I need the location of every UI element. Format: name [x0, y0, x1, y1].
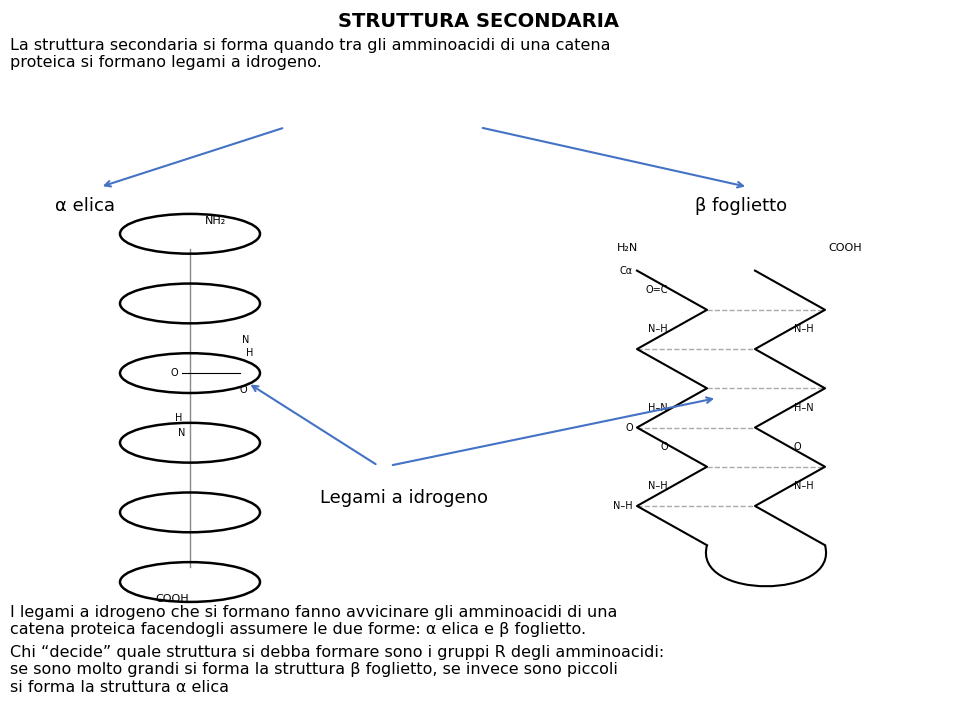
- Text: O: O: [171, 368, 178, 378]
- Text: N–H: N–H: [614, 501, 633, 511]
- Text: β foglietto: β foglietto: [695, 197, 787, 215]
- Text: N–H: N–H: [648, 481, 668, 491]
- Text: N–H: N–H: [794, 481, 813, 491]
- Text: COOH: COOH: [155, 594, 189, 604]
- Text: Chi “decide” quale struttura si debba formare sono i gruppi R degli amminoacidi:: Chi “decide” quale struttura si debba fo…: [10, 645, 665, 695]
- Text: Legami a idrogeno: Legami a idrogeno: [320, 489, 488, 508]
- Text: α elica: α elica: [55, 197, 115, 215]
- Text: I legami a idrogeno che si formano fanno avvicinare gli amminoacidi di una
caten: I legami a idrogeno che si formano fanno…: [10, 605, 618, 637]
- Text: H₂N: H₂N: [617, 243, 639, 253]
- Text: Cα: Cα: [620, 266, 633, 275]
- Text: O=C: O=C: [645, 285, 668, 295]
- Text: La struttura secondaria si forma quando tra gli amminoacidi di una catena
protei: La struttura secondaria si forma quando …: [10, 38, 611, 70]
- Text: O: O: [625, 423, 633, 433]
- Text: NH₂: NH₂: [205, 216, 226, 226]
- Text: O: O: [794, 442, 802, 452]
- Text: N–H: N–H: [794, 324, 813, 334]
- Text: STRUTTURA SECONDARIA: STRUTTURA SECONDARIA: [339, 12, 620, 31]
- Text: COOH: COOH: [828, 243, 861, 253]
- Text: O: O: [661, 442, 668, 452]
- Text: H: H: [246, 348, 253, 358]
- Text: H–N: H–N: [794, 403, 813, 413]
- Text: N–H: N–H: [648, 324, 668, 334]
- Text: H: H: [175, 413, 182, 423]
- Text: O: O: [240, 385, 247, 395]
- Text: N: N: [177, 428, 185, 438]
- Text: H–N: H–N: [648, 403, 668, 413]
- Text: N: N: [242, 336, 249, 346]
